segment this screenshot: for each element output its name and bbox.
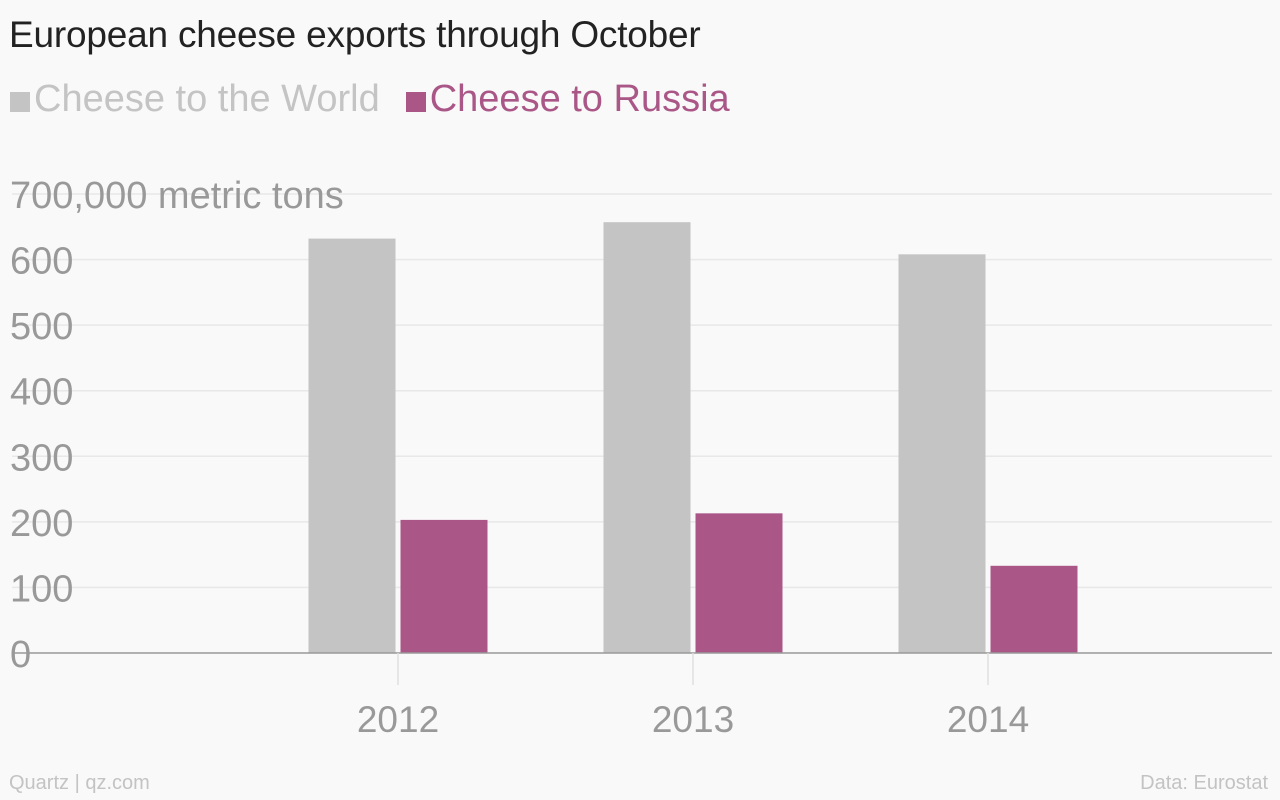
legend-label-world: Cheese to the World [34, 78, 380, 120]
legend-swatch-world [10, 91, 30, 112]
y-tick-label: 400 [10, 372, 73, 414]
footer-credit: Quartz | qz.com [9, 772, 150, 794]
x-tick-label: 2014 [947, 699, 1029, 740]
bar-world-2014 [898, 254, 986, 653]
y-tick-label: 200 [10, 503, 73, 545]
y-tick-label: 300 [10, 437, 73, 479]
y-tick-label: 600 [10, 241, 73, 283]
bar-russia-2013 [695, 513, 783, 653]
y-tick-label: 100 [10, 568, 73, 610]
y-tick-label: 500 [10, 306, 73, 348]
legend-item-world: Cheese to the World [10, 78, 380, 121]
y-tick-label: 700,000 metric tons [10, 175, 344, 217]
bar-world-2013 [603, 222, 691, 653]
footer-source: Data: Eurostat [1140, 772, 1268, 794]
x-tick-label: 2012 [357, 699, 439, 740]
y-tick-label: 0 [10, 634, 31, 676]
legend-label-russia: Cheese to Russia [429, 78, 730, 120]
x-tick-label: 2013 [652, 699, 734, 740]
legend-swatch-russia [405, 91, 426, 112]
bar-world-2012 [308, 238, 396, 654]
bar-russia-2014 [990, 565, 1078, 653]
chart-title: European cheese exports through October [9, 14, 701, 55]
legend-item-russia: Cheese to Russia [405, 78, 730, 121]
bar-russia-2012 [400, 519, 488, 653]
legend: Cheese to the World Cheese to Russia [10, 78, 756, 121]
